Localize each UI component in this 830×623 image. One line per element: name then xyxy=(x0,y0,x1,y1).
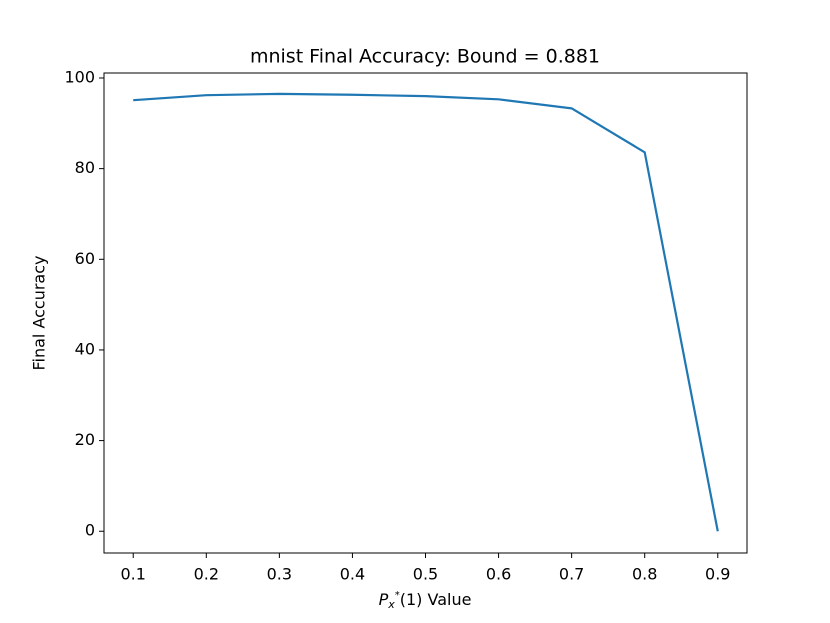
x-tick-label: 0.1 xyxy=(121,565,146,584)
plot-frame xyxy=(103,72,748,554)
y-tick-label: 20 xyxy=(75,430,95,449)
x-axis-label: Px*(1) Value xyxy=(379,590,472,612)
x-label-symbol: P xyxy=(379,590,389,609)
x-tick-label: 0.7 xyxy=(559,565,584,584)
x-tick-label: 0.2 xyxy=(194,565,219,584)
x-tick-label: 0.4 xyxy=(340,565,365,584)
x-tick-label: 0.6 xyxy=(486,565,511,584)
x-tick-label: 0.3 xyxy=(267,565,292,584)
y-axis-label: Final Accuracy xyxy=(30,255,49,370)
x-tick-label: 0.8 xyxy=(632,565,657,584)
y-tick-label: 40 xyxy=(75,339,95,358)
data-line xyxy=(133,92,719,532)
chart-title: mnist Final Accuracy: Bound = 0.881 xyxy=(250,46,600,68)
y-tick-label: 100 xyxy=(64,67,95,86)
x-label-subscript: x xyxy=(387,598,395,611)
y-tick-label: 80 xyxy=(75,158,95,177)
x-tick-label: 0.9 xyxy=(705,565,730,584)
x-label-rest: (1) Value xyxy=(400,590,472,609)
x-tick-label: 0.5 xyxy=(413,565,438,584)
y-tick-label: 60 xyxy=(75,249,95,268)
y-tick-label: 0 xyxy=(85,521,95,540)
x-label-superscript: * xyxy=(395,590,400,601)
